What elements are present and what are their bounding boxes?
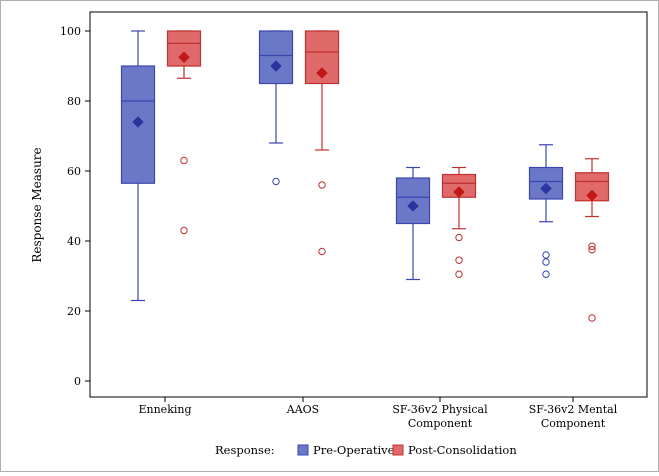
- mean-marker: [132, 116, 144, 128]
- box-pre-operative-1: [258, 30, 294, 186]
- box-pre-operative-0: [120, 30, 156, 302]
- box-post-consolidation-2: [441, 166, 477, 278]
- legend-swatch: [297, 444, 309, 456]
- outlier-point: [318, 247, 326, 256]
- outlier-point: [455, 270, 463, 278]
- mean-marker: [540, 182, 552, 195]
- y-tick-label: 60: [67, 165, 81, 178]
- outlier-point: [588, 242, 596, 250]
- iqr-box: [258, 30, 294, 85]
- legend-swatch: [392, 444, 404, 456]
- category-label-line: SF-36v2 Physical: [392, 403, 488, 416]
- plot-area: [89, 11, 648, 398]
- legend: Response: Pre-Operative Post-Consolidation: [215, 443, 517, 457]
- category-label-line: SF-36v2 Mental: [529, 403, 618, 416]
- outlier-point: [542, 270, 550, 278]
- mean-marker: [586, 189, 598, 202]
- category-label: SF-36v2 Physical Component: [392, 403, 488, 430]
- y-axis-title: Response Measure: [30, 147, 44, 262]
- y-tick-label: 20: [67, 305, 81, 318]
- y-tick-label: 80: [67, 95, 81, 108]
- outlier-point: [542, 258, 550, 266]
- y-axis: 0 20 40 60 80 100: [60, 25, 90, 388]
- legend-label: Pre-Operative: [313, 443, 395, 457]
- outlier-point: [272, 177, 280, 186]
- outlier-point: [180, 156, 188, 165]
- y-tick-label: 100: [60, 25, 81, 38]
- box-post-consolidation-0: [166, 30, 202, 235]
- legend-item: Post-Consolidation: [392, 443, 517, 457]
- legend-title: Response:: [215, 443, 275, 457]
- mean-marker: [178, 51, 190, 64]
- y-tick-label: 40: [67, 235, 81, 248]
- legend-item: Pre-Operative: [297, 443, 395, 457]
- outlier-point: [542, 251, 550, 259]
- outlier-point: [455, 233, 463, 242]
- outlier-point: [455, 256, 463, 264]
- category-label: AAOS: [286, 403, 319, 416]
- category-label-line: Component: [408, 417, 473, 430]
- y-tick-label: 0: [74, 375, 81, 388]
- outlier-point: [588, 246, 596, 254]
- mean-marker: [316, 67, 328, 79]
- box-pre-operative-2: [395, 166, 431, 281]
- mean-marker: [453, 186, 465, 198]
- category-label-line: Enneking: [138, 403, 191, 416]
- category-label-line: Component: [541, 417, 606, 430]
- box-pre-operative-3: [528, 144, 564, 278]
- outlier-point: [318, 181, 326, 189]
- x-axis: Enneking AAOS SF-36v2 Physical ComponentSF-…: [138, 397, 618, 430]
- box-post-consolidation-3: [574, 158, 610, 322]
- outlier-point: [180, 226, 188, 235]
- iqr-box: [395, 177, 431, 225]
- category-label-line: AAOS: [286, 403, 319, 416]
- category-label: Enneking: [138, 403, 191, 416]
- legend-label: Post-Consolidation: [408, 443, 517, 457]
- category-label: SF-36v2 Mental Component: [529, 403, 618, 430]
- mean-marker: [407, 200, 419, 212]
- boxes-layer: [120, 30, 610, 322]
- mean-marker: [270, 60, 282, 72]
- outlier-point: [588, 314, 596, 322]
- box-post-consolidation-1: [304, 30, 340, 256]
